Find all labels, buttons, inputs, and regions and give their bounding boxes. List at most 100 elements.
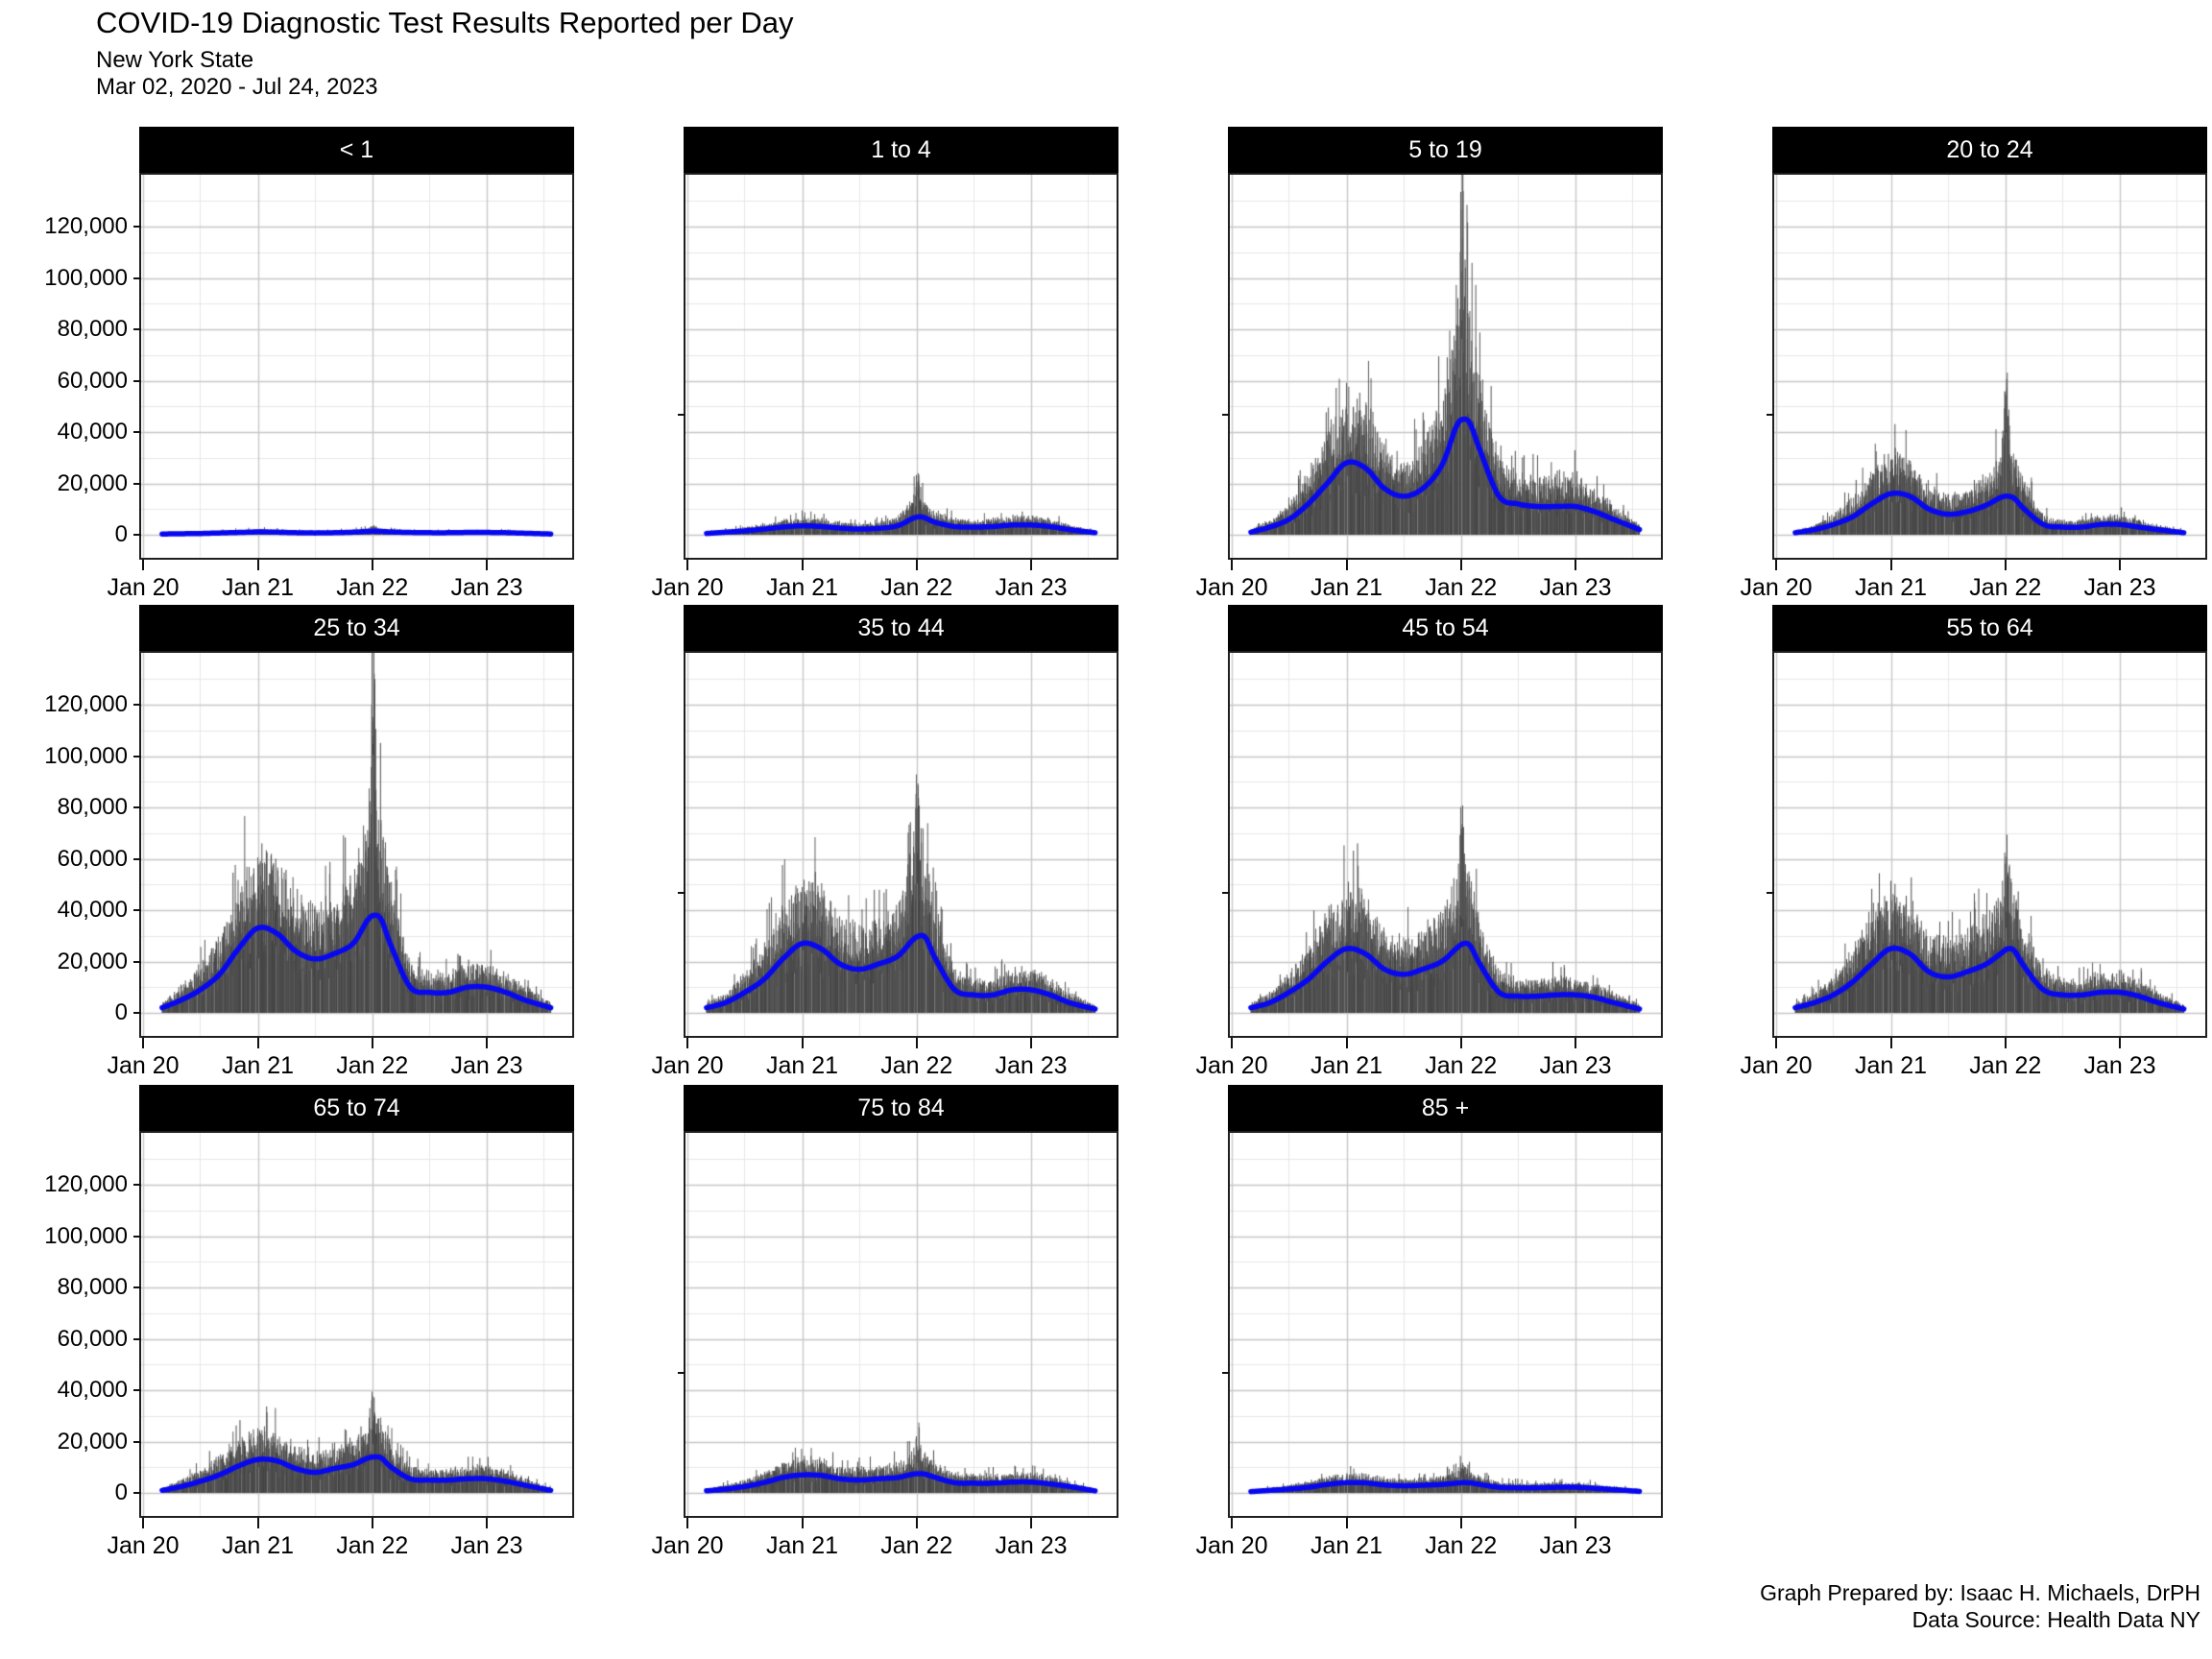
facet-label: 35 to 44 — [857, 613, 945, 641]
y-axis-tick — [133, 1440, 141, 1443]
y-axis-label: 40,000 — [57, 897, 128, 923]
x-axis-tick — [1345, 1518, 1348, 1528]
x-axis-tick — [1574, 1038, 1576, 1048]
x-axis-tick — [801, 1518, 804, 1528]
y-axis-tick — [133, 328, 141, 330]
x-axis-tick — [485, 1518, 488, 1528]
facet-plot-area — [1767, 651, 2207, 1038]
facet-strip: 1 to 4 — [684, 127, 1118, 173]
x-axis-label: Jan 22 — [880, 1052, 953, 1079]
y-axis-tick — [133, 704, 141, 706]
x-axis-label: Jan 23 — [1539, 1532, 1612, 1559]
panel-left-tick — [1222, 892, 1230, 894]
panel-left-tick — [678, 1372, 685, 1374]
x-axis-label: Jan 20 — [1740, 1052, 1813, 1079]
x-axis-label: Jan 23 — [2083, 574, 2156, 601]
x-axis-tick — [915, 560, 918, 570]
x-axis-label: Jan 22 — [1969, 1052, 2042, 1079]
x-axis-label: Jan 22 — [1425, 574, 1498, 601]
facet-strip: 55 to 64 — [1772, 605, 2207, 651]
facet-plot-area — [678, 1131, 1118, 1518]
facet-plot-area — [1222, 651, 1663, 1038]
x-axis-label: Jan 21 — [222, 574, 295, 601]
x-axis-tick — [801, 1038, 804, 1048]
facet-strip: < 1 — [139, 127, 574, 173]
x-axis-label: Jan 20 — [1195, 1052, 1268, 1079]
x-axis-tick — [1029, 1518, 1032, 1528]
x-axis-label: Jan 21 — [1310, 574, 1383, 601]
facet-plot-area — [678, 173, 1118, 560]
panel-left-tick — [1222, 414, 1230, 416]
facet-canvas — [1230, 175, 1661, 558]
y-axis-label: 40,000 — [57, 1377, 128, 1403]
x-axis-tick — [371, 1038, 373, 1048]
x-axis-tick — [2118, 1038, 2121, 1048]
x-axis-tick — [256, 1518, 259, 1528]
facet-panel: 5 to 19 Jan 20 Jan 21 Jan 22 Jan 23 — [1195, 127, 1663, 601]
facet-label: 5 to 19 — [1408, 135, 1482, 163]
y-axis-tick — [133, 276, 141, 279]
facet-panel: 25 to 34 0 20,000 40,000 60,000 80,000 100,00… — [44, 605, 574, 1079]
x-axis-label: Jan 20 — [1740, 574, 1813, 601]
x-axis-label: Jan 23 — [1539, 1052, 1612, 1079]
facet-canvas — [1230, 653, 1661, 1036]
y-axis-tick — [133, 960, 141, 963]
x-axis-tick — [485, 1038, 488, 1048]
facet-label: < 1 — [339, 135, 374, 163]
x-axis-tick — [371, 1518, 373, 1528]
x-axis-label: Jan 21 — [766, 1052, 839, 1079]
x-axis-label: Jan 21 — [1855, 574, 1928, 601]
x-axis-label: Jan 20 — [1195, 1532, 1268, 1559]
x-axis-label: Jan 23 — [995, 1052, 1068, 1079]
y-axis-tick — [133, 1389, 141, 1391]
y-axis-label: 0 — [114, 999, 128, 1025]
x-axis-tick — [1459, 560, 1462, 570]
y-axis-tick — [133, 1492, 141, 1494]
panel-left-tick — [1767, 414, 1774, 416]
y-axis-label: 80,000 — [57, 316, 128, 342]
facet-label: 75 to 84 — [857, 1094, 945, 1121]
facet-plot-area — [1767, 173, 2207, 560]
x-axis-tick — [1029, 1038, 1032, 1048]
x-axis-tick — [1231, 560, 1233, 570]
x-axis-label: Jan 21 — [222, 1532, 295, 1559]
x-axis-label: Jan 23 — [1539, 574, 1612, 601]
x-axis-tick — [801, 560, 804, 570]
x-axis-tick — [256, 560, 259, 570]
chart-caption: Graph Prepared by: Isaac H. Michaels, Dr… — [1760, 1579, 2200, 1633]
y-axis-tick — [133, 534, 141, 536]
x-axis-tick — [1029, 560, 1032, 570]
x-axis-tick — [1574, 1518, 1576, 1528]
panel-left-tick — [1767, 892, 1774, 894]
x-axis-tick — [142, 1038, 144, 1048]
x-axis-label: Jan 23 — [995, 574, 1068, 601]
x-axis-label: Jan 23 — [995, 1532, 1068, 1559]
facet-strip: 5 to 19 — [1228, 127, 1663, 173]
y-axis-label: 120,000 — [44, 1171, 128, 1197]
y-axis-tick — [133, 431, 141, 433]
y-axis-label: 100,000 — [44, 742, 128, 769]
x-axis-tick — [915, 1038, 918, 1048]
x-axis-tick — [686, 1038, 688, 1048]
x-axis-label: Jan 20 — [1195, 574, 1268, 601]
panel-left-tick — [678, 892, 685, 894]
x-axis-label: Jan 22 — [336, 574, 409, 601]
y-axis-label: 120,000 — [44, 691, 128, 717]
x-axis-tick — [1231, 1038, 1233, 1048]
caption-data-source: Data Source: Health Data NY — [1911, 1607, 2200, 1632]
facet-strip: 75 to 84 — [684, 1085, 1118, 1131]
y-axis-label: 100,000 — [44, 1222, 128, 1249]
facet-canvas — [1774, 653, 2205, 1036]
y-axis-label: 60,000 — [57, 845, 128, 872]
x-axis-tick — [915, 1518, 918, 1528]
facet-plot-area — [1222, 173, 1663, 560]
facet-canvas — [685, 653, 1117, 1036]
x-axis-tick — [1459, 1038, 1462, 1048]
panel-left-tick — [1222, 1372, 1230, 1374]
facet-canvas — [141, 1133, 572, 1516]
x-axis-label: Jan 23 — [2083, 1052, 2156, 1079]
facet-panel: 20 to 24 Jan 20 Jan 21 Jan 22 Jan 23 — [1740, 127, 2207, 601]
y-axis-tick — [133, 909, 141, 911]
y-axis-tick — [133, 379, 141, 382]
y-axis-tick — [133, 806, 141, 808]
